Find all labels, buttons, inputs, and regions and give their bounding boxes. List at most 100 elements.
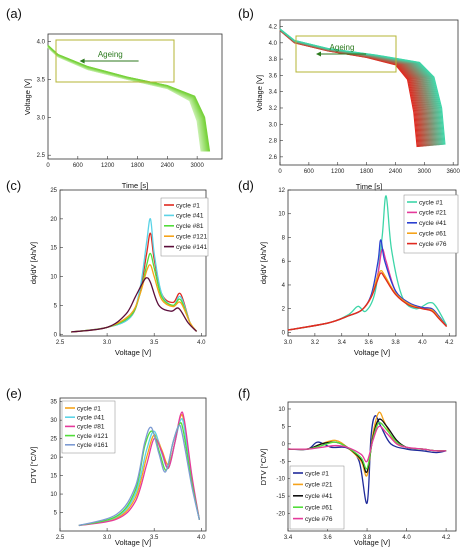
x-tick-label: 3.4 xyxy=(338,340,347,346)
y-tick-label: -5 xyxy=(280,459,286,465)
x-tick-label: 3.4 xyxy=(284,535,293,541)
x-tick-label: 4.0 xyxy=(197,535,206,541)
series-line-4 xyxy=(287,269,448,331)
legend-entry: cycle #1 xyxy=(305,470,329,477)
y-tick-label: 4.2 xyxy=(269,25,278,31)
y-tick-label: 4 xyxy=(282,283,286,289)
y-tick-label: 0 xyxy=(282,330,286,336)
x-tick-label: 600 xyxy=(304,169,315,175)
y-tick-label: -15 xyxy=(276,494,285,500)
y-tick-label: 3.0 xyxy=(37,115,46,121)
y-tick-label: 2.6 xyxy=(269,155,278,161)
y-tick-label: 2.8 xyxy=(269,139,278,145)
legend-entry: cycle #81 xyxy=(176,223,204,230)
y-tick-label: 20 xyxy=(50,455,57,461)
x-tick-label: 3.0 xyxy=(103,340,112,346)
y-tick-label: 12 xyxy=(278,188,285,194)
x-tick-label: 3.0 xyxy=(103,535,112,541)
plot-frame xyxy=(59,397,207,532)
x-tick-label: 3.6 xyxy=(364,340,373,346)
y-tick-label: 10 xyxy=(278,407,285,413)
y-tick-label: 3.8 xyxy=(269,57,278,63)
y-tick-label: 2.5 xyxy=(37,153,46,159)
y-tick-label: 35 xyxy=(50,400,57,406)
y-tick-label: -20 xyxy=(276,512,285,518)
x-tick-label: 3.5 xyxy=(150,535,159,541)
y-tick-label: 20 xyxy=(50,217,57,223)
legend-entry: cycle #21 xyxy=(419,210,447,217)
legend-entry: cycle #41 xyxy=(419,220,447,227)
x-tick-label: 3.6 xyxy=(323,535,332,541)
legend-entry: cycle #61 xyxy=(305,505,333,512)
legend-entry: cycle #76 xyxy=(419,241,447,248)
series-line-3 xyxy=(287,239,448,331)
y-axis-label: Voltage [V] xyxy=(23,79,32,115)
x-tick-label: 0 xyxy=(46,163,50,169)
series-line-1 xyxy=(287,415,447,504)
x-tick-label: 1800 xyxy=(131,163,145,169)
x-tick-label: 3.8 xyxy=(391,340,400,346)
discharge-curve xyxy=(47,47,202,152)
series-line-3 xyxy=(71,252,198,333)
y-axis-label: DTV [°C/V] xyxy=(259,449,268,486)
discharge-curve xyxy=(279,29,430,147)
y-tick-label: 3.5 xyxy=(37,77,46,83)
legend-entry: cycle #161 xyxy=(77,442,108,449)
legend-entry: cycle #121 xyxy=(176,234,207,241)
y-tick-label: 5 xyxy=(54,303,58,309)
plot-frame xyxy=(287,401,457,532)
legend-entry: cycle #1 xyxy=(176,202,200,209)
discharge-curve xyxy=(279,29,431,146)
x-tick-label: 1800 xyxy=(360,169,374,175)
y-tick-label: 8 xyxy=(282,235,286,241)
y-tick-label: 6 xyxy=(282,259,286,265)
y-tick-label: 0 xyxy=(54,332,58,338)
y-axis-label: Voltage [V] xyxy=(255,75,264,111)
y-tick-label: 15 xyxy=(50,474,57,480)
x-tick-label: 3.8 xyxy=(363,535,372,541)
y-tick-label: 15 xyxy=(50,246,57,252)
y-tick-label: 10 xyxy=(50,275,57,281)
ageing-box xyxy=(295,35,397,73)
ageing-arrowhead xyxy=(316,51,321,57)
x-tick-label: 3000 xyxy=(190,163,204,169)
plot-frame xyxy=(287,189,457,337)
legend-entry: cycle #141 xyxy=(176,244,207,251)
legend-entry: cycle #41 xyxy=(77,415,105,422)
panel-5: (f) 3.4 3.6 3.8 4.0 4.2 -20 -15 -10 -5 0 5 10 Voltage… xyxy=(238,386,457,547)
y-tick-label: -10 xyxy=(276,477,285,483)
x-axis-label: Time [s] xyxy=(356,182,382,191)
y-tick-label: 3.2 xyxy=(269,106,278,112)
x-tick-label: 4.0 xyxy=(197,340,206,346)
ageing-box xyxy=(55,39,175,83)
ageing-label: Ageing xyxy=(98,50,123,59)
y-tick-label: 0 xyxy=(282,442,286,448)
x-tick-label: 4.0 xyxy=(402,535,411,541)
legend-entry: cycle #41 xyxy=(176,213,204,220)
series-line-3 xyxy=(78,411,201,527)
series-line-2 xyxy=(71,218,198,333)
series-line-4 xyxy=(78,422,201,527)
plot-frame xyxy=(59,189,207,337)
x-tick-label: 1200 xyxy=(331,169,345,175)
plot-frame xyxy=(47,33,223,160)
x-axis-label: Voltage [V] xyxy=(115,538,151,547)
x-tick-label: 3000 xyxy=(418,169,432,175)
x-tick-label: 2.5 xyxy=(56,340,65,346)
x-tick-label: 4.0 xyxy=(418,340,427,346)
legend-entry: cycle #21 xyxy=(305,482,333,489)
x-tick-label: 4.2 xyxy=(442,535,451,541)
legend-entry: cycle #41 xyxy=(305,493,333,500)
discharge-curve xyxy=(47,44,211,152)
panel-4: (e) 2.5 3.0 3.5 4.0 5 10 15 20 25 30 35 Voltage [V] D… xyxy=(6,386,207,547)
panel-label: (c) xyxy=(6,178,21,193)
y-tick-label: 3.4 xyxy=(269,90,278,96)
y-tick-label: 3.0 xyxy=(269,122,278,128)
panel-label: (f) xyxy=(238,386,250,401)
x-axis-label: Time [s] xyxy=(122,181,148,190)
series-line-4 xyxy=(71,264,198,333)
discharge-curve xyxy=(279,29,432,146)
x-tick-label: 3.2 xyxy=(311,340,320,346)
y-axis-label: DTV [°C/V] xyxy=(29,447,38,484)
x-tick-label: 3.5 xyxy=(150,340,159,346)
